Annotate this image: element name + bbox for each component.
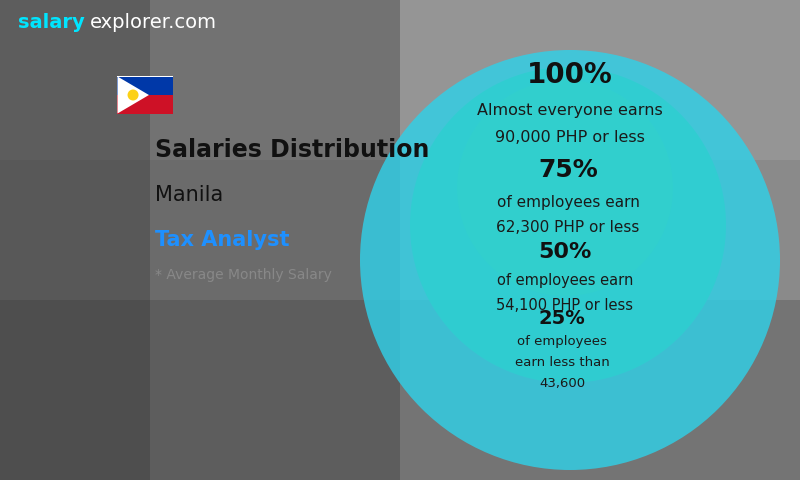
Circle shape: [457, 80, 673, 296]
Circle shape: [502, 98, 622, 218]
Text: Manila: Manila: [155, 185, 223, 205]
Text: Almost everyone earns: Almost everyone earns: [477, 103, 663, 118]
Bar: [118, 76, 173, 113]
Text: 54,100 PHP or less: 54,100 PHP or less: [497, 298, 634, 312]
Text: 43,600: 43,600: [539, 377, 585, 391]
Text: earn less than: earn less than: [514, 356, 610, 369]
Text: 50%: 50%: [538, 242, 592, 262]
Text: Tax Analyst: Tax Analyst: [155, 230, 290, 250]
Text: explorer.com: explorer.com: [90, 12, 217, 32]
Bar: [0, 300, 800, 480]
Circle shape: [410, 67, 726, 383]
Text: 75%: 75%: [538, 158, 598, 182]
Bar: [118, 95, 173, 113]
Text: * Average Monthly Salary: * Average Monthly Salary: [155, 268, 332, 282]
Text: 25%: 25%: [538, 309, 586, 327]
Text: 62,300 PHP or less: 62,300 PHP or less: [496, 220, 640, 236]
Text: salary: salary: [18, 12, 85, 32]
Circle shape: [127, 89, 138, 100]
Text: 90,000 PHP or less: 90,000 PHP or less: [495, 131, 645, 145]
Text: of employees earn: of employees earn: [497, 194, 639, 209]
Text: Salaries Distribution: Salaries Distribution: [155, 138, 430, 162]
Text: 100%: 100%: [527, 61, 613, 89]
Bar: [0, 0, 150, 480]
Text: of employees earn: of employees earn: [497, 273, 633, 288]
Text: of employees: of employees: [517, 336, 607, 348]
Polygon shape: [118, 76, 149, 113]
Bar: [0, 0, 800, 160]
Circle shape: [360, 50, 780, 470]
Bar: [118, 76, 173, 95]
Bar: [0, 0, 400, 480]
